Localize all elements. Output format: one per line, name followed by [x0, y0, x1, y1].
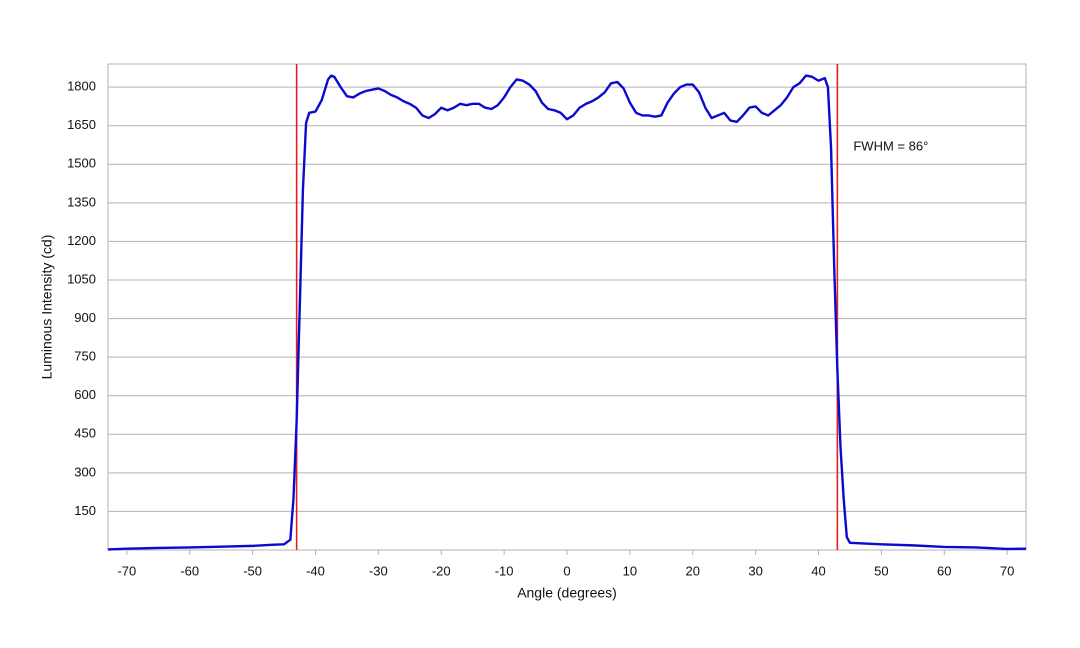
- y-tick-label: 450: [74, 426, 96, 441]
- y-tick-label: 900: [74, 310, 96, 325]
- y-tick-label: 750: [74, 349, 96, 364]
- y-axis-label: Luminous Intensity (cd): [39, 235, 55, 380]
- x-tick-label: 50: [874, 563, 888, 578]
- y-tick-label: 1500: [67, 156, 96, 171]
- y-tick-label: 1050: [67, 271, 96, 286]
- y-tick-label: 300: [74, 464, 96, 479]
- y-tick-label: 1800: [67, 79, 96, 94]
- x-tick-label: -10: [495, 563, 514, 578]
- annotation: FWHM = 86°: [853, 138, 928, 153]
- x-tick-label: -70: [117, 563, 136, 578]
- y-tick-label: 1200: [67, 233, 96, 248]
- x-tick-label: -60: [180, 563, 199, 578]
- x-tick-label: 10: [623, 563, 637, 578]
- x-tick-label: 40: [811, 563, 825, 578]
- x-tick-label: 60: [937, 563, 951, 578]
- y-tick-label: 1650: [67, 117, 96, 132]
- x-tick-label: 30: [748, 563, 762, 578]
- x-tick-label: 70: [1000, 563, 1014, 578]
- x-tick-label: -50: [243, 563, 262, 578]
- x-axis-label: Angle (degrees): [517, 585, 617, 601]
- plot-frame: [107, 63, 1027, 551]
- data-line: [107, 74, 1027, 551]
- x-tick-label: -40: [306, 563, 325, 578]
- y-tick-label: 150: [74, 503, 96, 518]
- x-tick-label: 0: [563, 563, 570, 578]
- y-tick-label: 600: [74, 387, 96, 402]
- x-tick-label: 20: [686, 563, 700, 578]
- x-tick-label: -20: [432, 563, 451, 578]
- y-tick-label: 1350: [67, 194, 96, 209]
- x-tick-label: -30: [369, 563, 388, 578]
